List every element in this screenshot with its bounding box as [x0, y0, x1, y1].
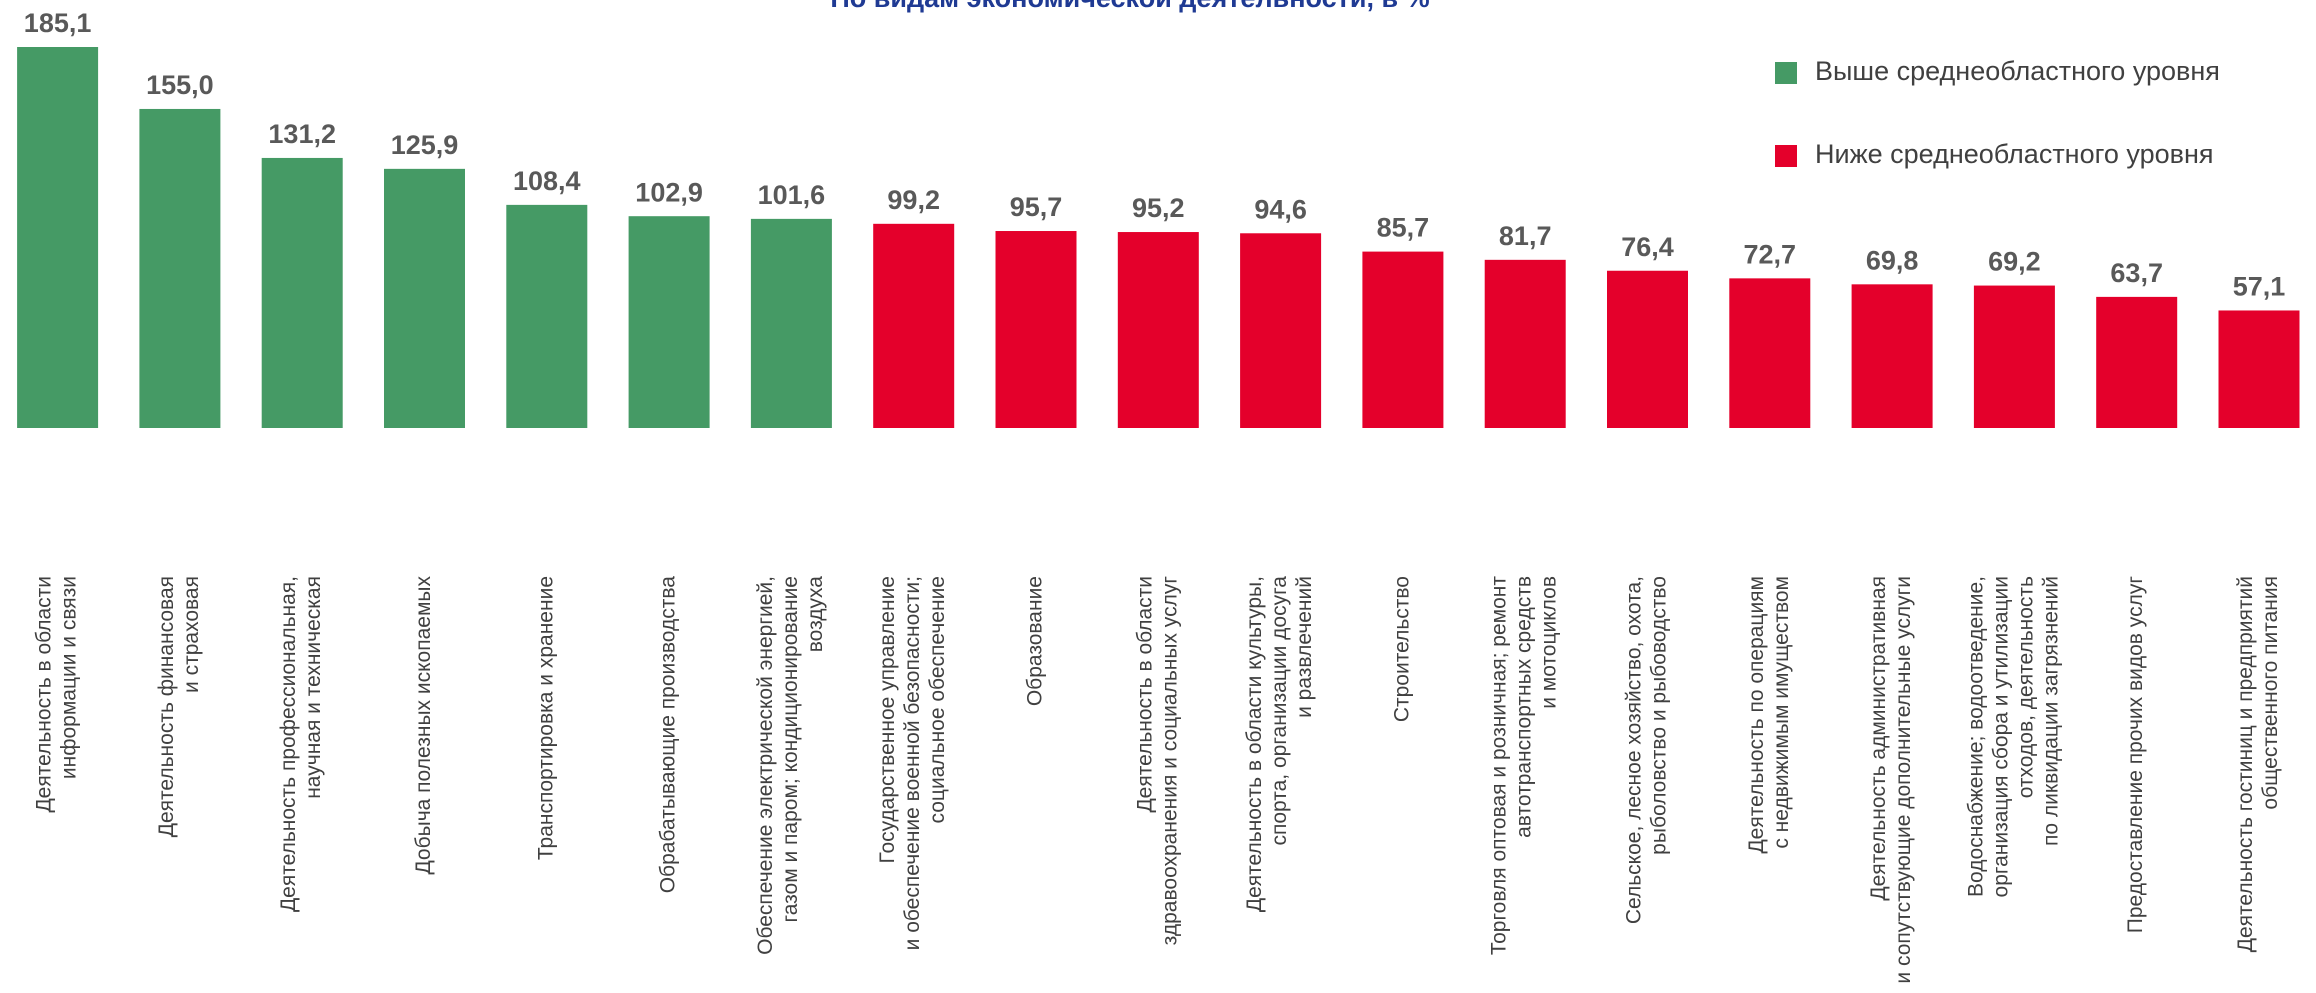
- bar: [2219, 310, 2300, 428]
- category-label: автотранспортных средств: [1513, 576, 1536, 838]
- value-label: 125,9: [391, 130, 459, 160]
- bar: [384, 169, 465, 428]
- value-label: 72,7: [1744, 239, 1797, 269]
- bar: [1485, 260, 1566, 428]
- value-label: 185,1: [24, 8, 92, 38]
- category-label: и мотоциклов: [1538, 576, 1561, 709]
- legend-label: Выше среднеобластного уровня: [1815, 56, 2220, 86]
- category-label: социальное обеспечение: [926, 576, 949, 823]
- chart-title: По видам экономической деятельности, в %: [830, 0, 1429, 13]
- legend-label: Ниже среднеобластного уровня: [1815, 139, 2214, 169]
- category-label: и сопутствующие дополнительные услуги: [1892, 576, 1915, 984]
- category-label: с недвижимым имуществом: [1770, 576, 1793, 849]
- category-label: воздуха: [804, 576, 827, 653]
- bar: [1852, 284, 1933, 428]
- page: {"chart_data": { "type": "bar", "title":…: [0, 0, 2316, 993]
- category-label: Обеспечение электрической энергией,: [754, 576, 777, 955]
- category-label: Деятельность в области: [1133, 576, 1156, 813]
- category-label: Предоставление прочих видов услуг: [2124, 576, 2147, 934]
- category-label: Деятельность финансовая: [155, 576, 178, 837]
- bar: [751, 219, 832, 428]
- category-label: и страховая: [180, 576, 203, 693]
- bar: [506, 205, 587, 428]
- value-label: 131,2: [268, 119, 336, 149]
- category-label: по ликвидации загрязнений: [2039, 576, 2062, 846]
- value-label: 63,7: [2110, 258, 2163, 288]
- bar: [1240, 233, 1321, 428]
- bar: [1607, 271, 1688, 428]
- bar: [1729, 278, 1810, 428]
- bar: [17, 47, 98, 428]
- bar: [629, 216, 710, 428]
- legend-swatch: [1775, 62, 1797, 84]
- category-label: Деятельность гостиниц и предприятий: [2234, 576, 2257, 952]
- category-label: спорта, организации досуга: [1268, 576, 1291, 846]
- category-label: газом и паром; кондиционирование: [779, 576, 802, 922]
- value-label: 57,1: [2233, 272, 2286, 302]
- category-label: Деятельность административная: [1867, 576, 1890, 901]
- category-label: Сельское, лесное хозяйство, охота,: [1623, 576, 1646, 924]
- category-label: Обрабатывающие производства: [657, 576, 680, 894]
- value-label: 95,7: [1010, 192, 1063, 222]
- value-label: 155,0: [146, 70, 214, 100]
- category-label: и развлечений: [1293, 576, 1316, 718]
- bar: [873, 224, 954, 428]
- category-label: отходов, деятельность: [2014, 576, 2037, 798]
- category-label: Водоснабжение; водоотведение,: [1964, 576, 1987, 897]
- category-label: Торговля оптовая и розничная; ремонт: [1488, 576, 1511, 955]
- category-label: и обеспечение военной безопасности;: [901, 576, 924, 950]
- value-label: 69,2: [1988, 247, 2041, 277]
- category-label: Образование: [1024, 576, 1047, 706]
- value-label: 102,9: [635, 177, 703, 207]
- category-label: здравоохранения и социальных услуг: [1158, 576, 1181, 946]
- value-label: 81,7: [1499, 221, 1552, 251]
- bar: [2096, 297, 2177, 428]
- value-label: 101,6: [758, 180, 826, 210]
- category-label: организация сбора и утилизации: [1989, 576, 2012, 897]
- bar: [996, 231, 1077, 428]
- category-label: научная и техническая: [302, 576, 325, 799]
- value-label: 95,2: [1132, 193, 1185, 223]
- category-label: Деятельность по операциям: [1745, 576, 1768, 854]
- category-label: рыболовство и рыбоводство: [1648, 576, 1671, 855]
- bar: [139, 109, 220, 428]
- category-label: Добыча полезных ископаемых: [412, 576, 435, 875]
- category-label: Деятельность профессиональная,: [277, 576, 300, 912]
- category-label: Деятельность в области: [33, 576, 56, 813]
- value-label: 94,6: [1254, 194, 1307, 224]
- category-label: Государственное управление: [876, 576, 899, 864]
- value-label: 76,4: [1621, 232, 1674, 262]
- category-label: информации и связи: [58, 576, 81, 779]
- bar: [1362, 252, 1443, 428]
- bar: [1118, 232, 1199, 428]
- bar: [262, 158, 343, 428]
- category-label: общественного питания: [2259, 576, 2282, 810]
- value-label: 85,7: [1377, 213, 1430, 243]
- category-label: Строительство: [1390, 576, 1413, 722]
- value-label: 99,2: [887, 185, 940, 215]
- category-label: Транспортировка и хранение: [534, 576, 557, 860]
- value-label: 69,8: [1866, 245, 1919, 275]
- chart: По видам экономической деятельности, в %…: [0, 0, 2316, 993]
- category-label: Деятельность в области культуры,: [1243, 576, 1266, 912]
- bar: [1974, 286, 2055, 428]
- legend-swatch: [1775, 145, 1797, 167]
- value-label: 108,4: [513, 166, 581, 196]
